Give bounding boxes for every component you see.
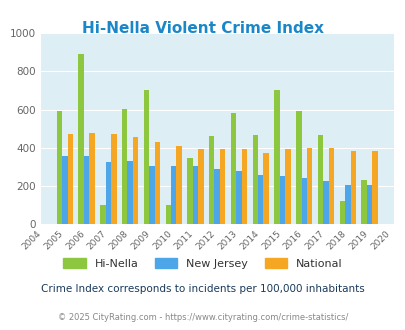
Bar: [285, 149, 290, 224]
Bar: [360, 181, 366, 224]
Bar: [295, 112, 301, 224]
Bar: [209, 136, 214, 224]
Bar: [67, 134, 73, 224]
Bar: [105, 162, 111, 224]
Bar: [84, 156, 89, 224]
Bar: [220, 149, 225, 224]
Bar: [339, 201, 344, 224]
Bar: [111, 134, 116, 224]
Bar: [322, 181, 328, 224]
Bar: [317, 135, 322, 224]
Legend: Hi-Nella, New Jersey, National: Hi-Nella, New Jersey, National: [59, 253, 346, 273]
Bar: [89, 134, 94, 224]
Bar: [57, 112, 62, 224]
Bar: [258, 175, 263, 224]
Bar: [187, 158, 192, 224]
Bar: [132, 137, 138, 224]
Bar: [62, 156, 67, 224]
Bar: [78, 54, 84, 224]
Bar: [176, 146, 181, 224]
Bar: [366, 185, 371, 224]
Bar: [214, 169, 220, 224]
Bar: [252, 135, 258, 224]
Bar: [127, 161, 132, 224]
Bar: [371, 151, 377, 224]
Bar: [236, 171, 241, 224]
Bar: [165, 205, 171, 224]
Bar: [263, 152, 268, 224]
Bar: [149, 166, 154, 224]
Bar: [301, 179, 306, 224]
Bar: [350, 151, 355, 224]
Text: Crime Index corresponds to incidents per 100,000 inhabitants: Crime Index corresponds to incidents per…: [41, 284, 364, 294]
Bar: [241, 149, 247, 224]
Bar: [230, 114, 236, 224]
Bar: [328, 148, 333, 224]
Bar: [100, 205, 105, 224]
Bar: [171, 166, 176, 224]
Bar: [143, 90, 149, 224]
Text: © 2025 CityRating.com - https://www.cityrating.com/crime-statistics/: © 2025 CityRating.com - https://www.city…: [58, 313, 347, 322]
Text: Hi-Nella Violent Crime Index: Hi-Nella Violent Crime Index: [82, 21, 323, 36]
Bar: [344, 185, 350, 224]
Bar: [122, 109, 127, 224]
Bar: [274, 90, 279, 224]
Bar: [306, 148, 312, 224]
Bar: [154, 142, 160, 224]
Bar: [192, 166, 198, 224]
Bar: [198, 149, 203, 224]
Bar: [279, 176, 285, 224]
